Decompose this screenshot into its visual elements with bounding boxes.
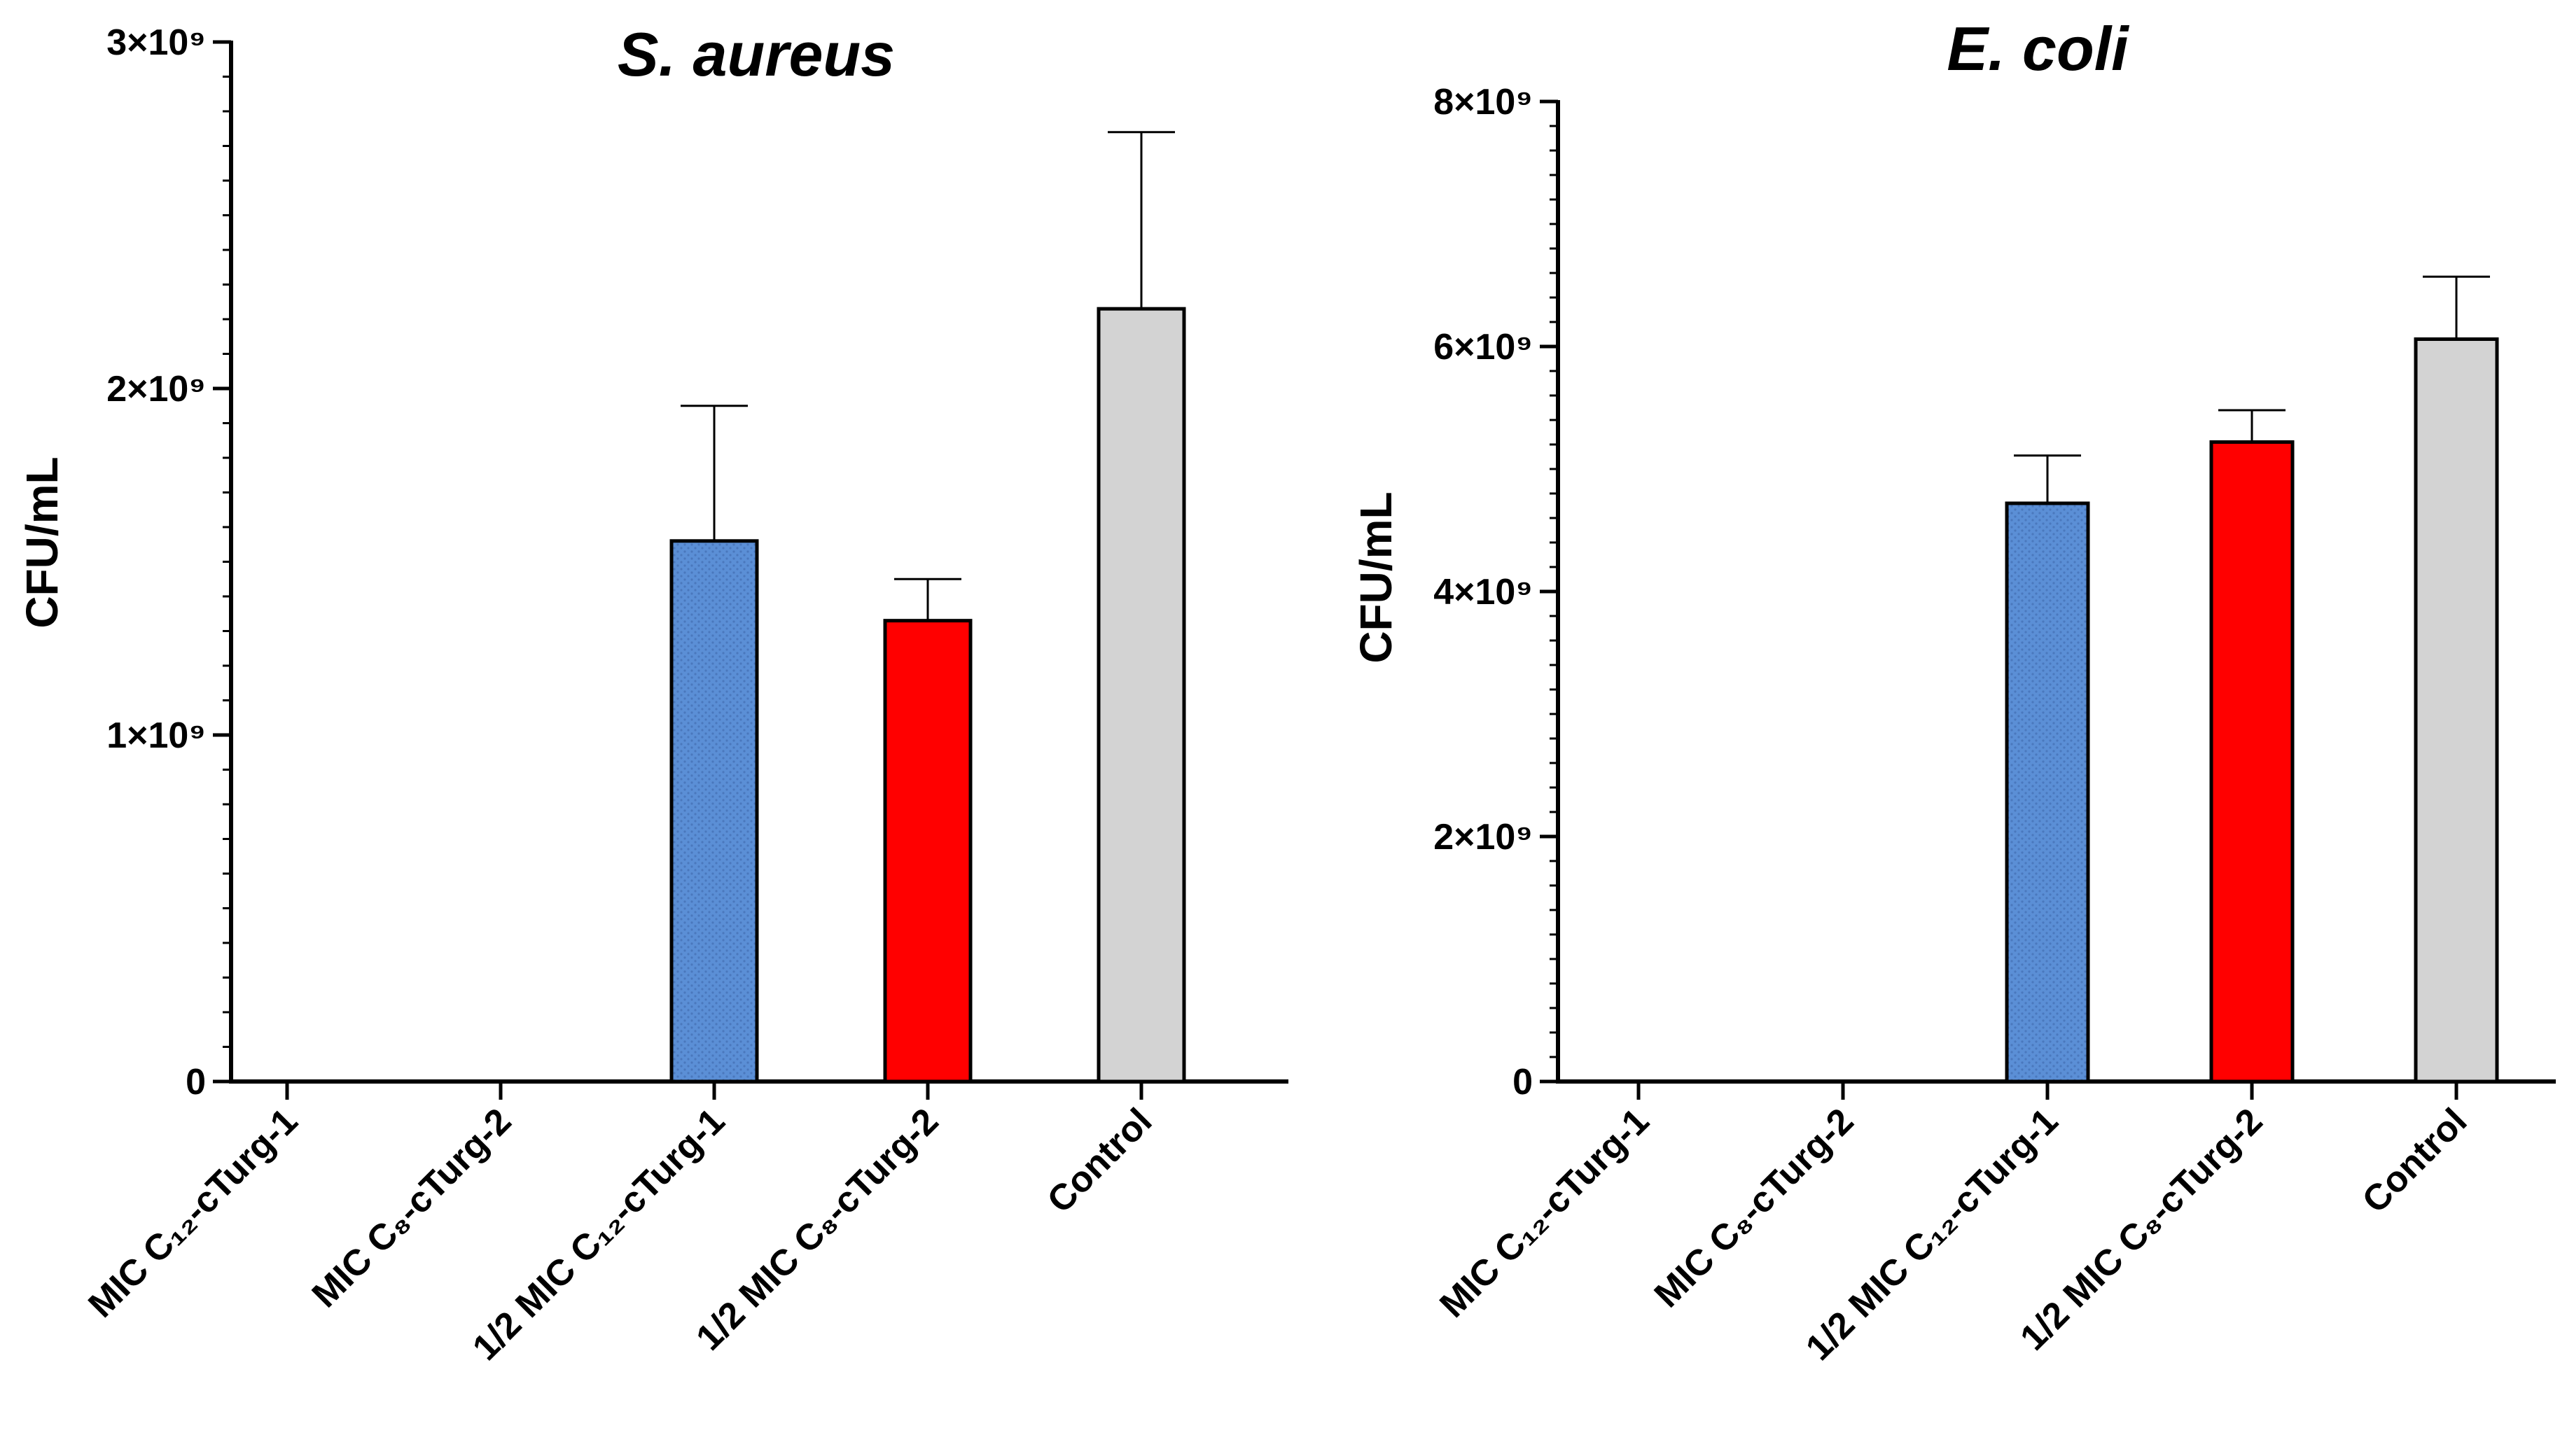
y-axis-label: CFU/mL bbox=[17, 456, 67, 628]
x-category-label: MIC C₁₂-cTurg-1 bbox=[1432, 1100, 1657, 1325]
y-axis-label: CFU/mL bbox=[1351, 491, 1401, 663]
bar bbox=[2005, 501, 2090, 1084]
chart-title: S. aureus bbox=[618, 20, 895, 89]
chart-panel-saureus: S. aureus CFU/mL 0 1×10⁹ 2×10⁹ 3×10⁹ MIC C₁₂… bbox=[17, 20, 1288, 1368]
y-tick-label: 3×10⁹ bbox=[106, 22, 206, 63]
x-category-label: Control bbox=[2355, 1100, 2475, 1221]
chart-panel-ecoli: E. coli CFU/mL 0 2×10⁹ 4×10⁹ 6×10⁹ 8×10⁹ MIC … bbox=[1351, 14, 2556, 1368]
y-tick-label: 1×10⁹ bbox=[106, 715, 206, 756]
y-tick-label: 0 bbox=[1512, 1062, 1533, 1102]
bar bbox=[1097, 307, 1186, 1084]
bar bbox=[2414, 337, 2499, 1084]
x-category-label: MIC C₁₂-cTurg-1 bbox=[81, 1100, 305, 1325]
y-tick-label: 4×10⁹ bbox=[1433, 572, 1533, 612]
bar bbox=[883, 619, 973, 1084]
y-tick-label: 8×10⁹ bbox=[1433, 82, 1533, 122]
x-category-label: MIC C₈-cTurg-2 bbox=[1647, 1100, 1862, 1315]
y-tick-label: 2×10⁹ bbox=[1433, 817, 1533, 858]
chart-title: E. coli bbox=[1947, 14, 2129, 83]
y-tick-label: 0 bbox=[186, 1062, 206, 1102]
bar bbox=[2209, 440, 2295, 1084]
x-category-label: Control bbox=[1040, 1100, 1160, 1221]
x-category-label: MIC C₈-cTurg-2 bbox=[305, 1100, 520, 1315]
x-category-label: 1/2 MIC C₈-cTurg-2 bbox=[688, 1100, 946, 1358]
bar bbox=[669, 539, 759, 1084]
y-tick-label: 6×10⁹ bbox=[1433, 327, 1533, 368]
y-tick-label: 2×10⁹ bbox=[106, 369, 206, 410]
